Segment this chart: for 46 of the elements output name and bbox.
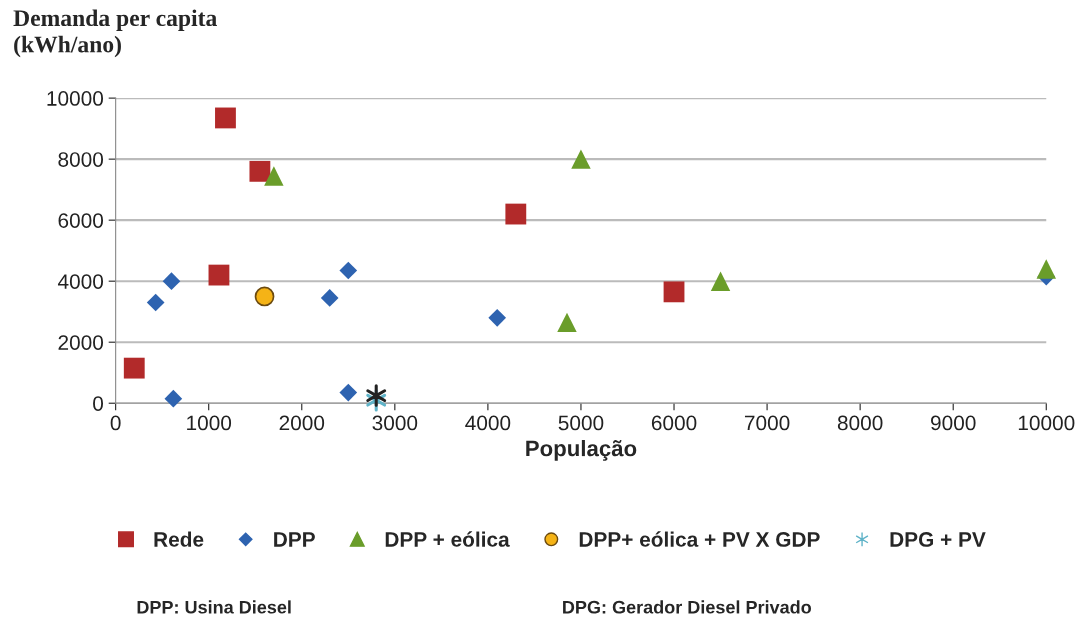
x-tick-label: 7000 [744,415,790,431]
point [366,384,387,407]
point [710,271,731,291]
x-tick-label: 0 [110,415,121,431]
point [1036,259,1056,279]
point [339,261,358,280]
point [264,166,284,186]
legend-label: Rede [154,531,204,547]
point [208,264,230,286]
x-tick-label: 5000 [558,415,604,431]
point [249,160,271,182]
x-tick-label: 1000 [187,415,232,431]
x-tick-label: 4000 [465,415,511,431]
text: DPG: Gerador Diesel Privado [563,600,812,614]
legend-label: DPG + PV [890,532,986,547]
point [488,308,507,327]
y-tick-label: 4000 [57,274,104,289]
point [162,272,181,291]
x-tick-label: 10000 [1018,415,1075,431]
y-tick-label: 2000 [58,335,104,350]
point [663,281,685,303]
y-tick-label: 6000 [58,213,104,228]
point [254,286,275,307]
x-tick-label: 8000 [837,415,883,431]
y-tick-label: 10000 [47,91,104,106]
point [339,383,358,402]
text: DPP: Usina Diesel [137,600,291,614]
point [557,312,577,333]
point [146,293,165,312]
point [320,289,339,307]
y-tick-label: 0 [93,396,104,411]
legend-label: DPP [274,532,315,547]
x-tick-label: 3000 [372,415,418,431]
point [571,149,591,169]
legend-label: DPP+ eólica + PV X GDP [579,531,820,547]
x-tick-label: 9000 [931,415,976,431]
x-axis-title: População [526,440,637,461]
y-axis-title: Demanda per capita (kWh/ano) [13,9,217,58]
legend-label: DPP + eólica [385,531,510,547]
point [164,389,183,408]
point [215,107,236,129]
point [123,357,145,379]
x-tick-label: 6000 [651,415,697,431]
y-tick-label: 8000 [58,152,104,167]
point [505,203,527,225]
x-tick-label: 2000 [279,415,325,431]
